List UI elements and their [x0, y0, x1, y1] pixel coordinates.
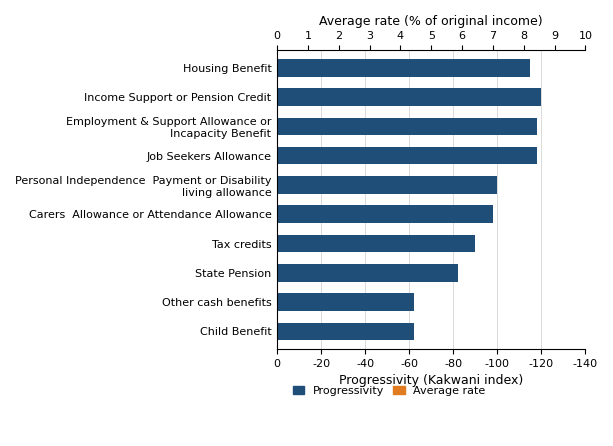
- Bar: [185, 239, 277, 249]
- Bar: [92, 268, 277, 278]
- Bar: [277, 322, 414, 340]
- Bar: [209, 326, 277, 337]
- Bar: [277, 59, 530, 77]
- Bar: [234, 121, 277, 132]
- Bar: [253, 209, 277, 219]
- Bar: [277, 88, 541, 106]
- Bar: [253, 92, 277, 102]
- Bar: [277, 206, 493, 223]
- Bar: [277, 293, 414, 311]
- Bar: [277, 235, 475, 252]
- Bar: [277, 176, 497, 194]
- Bar: [277, 118, 537, 135]
- Bar: [215, 180, 277, 190]
- X-axis label: Average rate (% of original income): Average rate (% of original income): [319, 15, 543, 28]
- Bar: [272, 151, 277, 161]
- Bar: [277, 264, 458, 281]
- Bar: [246, 297, 277, 307]
- X-axis label: Progressivity (Kakwani index): Progressivity (Kakwani index): [339, 374, 524, 387]
- Legend: Progressivity, Average rate: Progressivity, Average rate: [289, 381, 490, 400]
- Bar: [277, 147, 537, 165]
- Bar: [194, 63, 277, 73]
